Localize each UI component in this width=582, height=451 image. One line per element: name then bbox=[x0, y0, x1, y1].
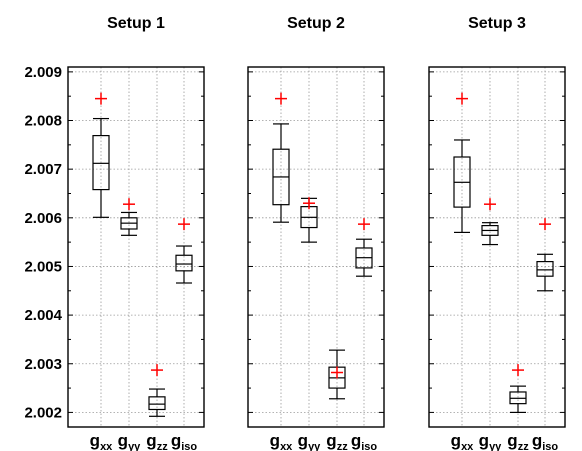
x-tick-label-xx: gxx bbox=[451, 431, 475, 451]
x-tick-sub: iso bbox=[181, 441, 197, 451]
x-tick-main: g bbox=[90, 431, 100, 450]
y-tick-label: 2.002 bbox=[24, 404, 62, 421]
box-yy bbox=[120, 198, 138, 236]
x-tick-label-xx: gxx bbox=[270, 431, 294, 451]
box-iso bbox=[536, 218, 554, 292]
reference-plus-marker bbox=[303, 197, 315, 210]
x-tick-label-iso: giso bbox=[351, 431, 378, 451]
x-tick-sub: yy bbox=[128, 441, 141, 451]
x-tick-sub: yy bbox=[489, 441, 502, 451]
y-tick-label: 2.004 bbox=[24, 307, 62, 324]
box-iqr bbox=[148, 396, 166, 411]
reference-plus-marker bbox=[539, 218, 551, 231]
reference-plus-marker bbox=[178, 218, 190, 231]
x-tick-main: g bbox=[298, 431, 308, 450]
box-iso bbox=[355, 218, 373, 277]
x-tick-sub: zz bbox=[518, 441, 530, 451]
x-tick-sub: zz bbox=[337, 441, 349, 451]
plot-frame bbox=[247, 66, 385, 428]
x-tick-sub: xx bbox=[100, 441, 113, 451]
y-tick-label: 2.009 bbox=[24, 64, 62, 81]
y-tick-label: 2.008 bbox=[24, 113, 62, 130]
x-tick-main: g bbox=[146, 431, 156, 450]
panel-title: Setup 3 bbox=[468, 15, 526, 32]
x-tick-label-yy: gyy bbox=[298, 431, 322, 451]
x-tick-main: g bbox=[171, 431, 181, 450]
y-tick-label: 2.005 bbox=[24, 258, 62, 275]
x-tick-label-yy: gyy bbox=[118, 431, 142, 451]
plot-frame bbox=[67, 66, 205, 428]
x-tick-main: g bbox=[118, 431, 128, 450]
x-tick-label-iso: giso bbox=[171, 431, 198, 451]
box-zz bbox=[328, 349, 346, 400]
panel-title: Setup 1 bbox=[107, 15, 165, 32]
x-tick-main: g bbox=[479, 431, 489, 450]
x-tick-main: g bbox=[351, 431, 361, 450]
panel-title: Setup 2 bbox=[287, 15, 345, 32]
x-tick-sub: iso bbox=[361, 441, 377, 451]
reference-plus-marker bbox=[95, 92, 107, 105]
reference-plus-marker bbox=[484, 198, 496, 211]
x-tick-main: g bbox=[507, 431, 517, 450]
x-tick-label-zz: gzz bbox=[326, 431, 348, 451]
x-tick-sub: zz bbox=[157, 441, 169, 451]
reference-plus-marker bbox=[275, 92, 287, 105]
x-tick-label-zz: gzz bbox=[146, 431, 168, 451]
x-tick-main: g bbox=[270, 431, 280, 450]
box-yy bbox=[481, 198, 499, 246]
box-zz bbox=[148, 364, 166, 417]
box-iqr bbox=[175, 254, 193, 272]
reference-plus-marker bbox=[456, 92, 468, 105]
x-tick-label-xx: gxx bbox=[90, 431, 114, 451]
x-tick-main: g bbox=[326, 431, 336, 450]
reference-plus-marker bbox=[512, 364, 524, 377]
x-tick-sub: yy bbox=[308, 441, 321, 451]
box-iqr bbox=[536, 260, 554, 277]
panel-setup-1: Setup 1 2.002 2.003 2.004 2.005 2.006 2.007 2.0… bbox=[24, 15, 205, 451]
x-tick-sub: xx bbox=[461, 441, 474, 451]
box-xx bbox=[92, 92, 110, 218]
box-xx bbox=[272, 92, 290, 223]
x-tick-label-iso: giso bbox=[532, 431, 559, 451]
x-tick-label-zz: gzz bbox=[507, 431, 529, 451]
x-tick-sub: iso bbox=[542, 441, 558, 451]
box-xx bbox=[453, 92, 471, 234]
box-yy bbox=[300, 197, 318, 243]
x-tick-main: g bbox=[532, 431, 542, 450]
reference-plus-marker bbox=[358, 218, 370, 231]
y-tick-label: 2.007 bbox=[24, 161, 62, 178]
reference-plus-marker bbox=[151, 364, 163, 377]
reference-plus-marker bbox=[331, 366, 343, 379]
plot-frame bbox=[428, 66, 566, 428]
x-tick-label-yy: gyy bbox=[479, 431, 503, 451]
box-iqr bbox=[92, 134, 110, 191]
x-tick-sub: xx bbox=[280, 441, 293, 451]
reference-plus-marker bbox=[123, 198, 135, 211]
x-tick-main: g bbox=[451, 431, 461, 450]
y-tick-label: 2.003 bbox=[24, 356, 62, 373]
box-zz bbox=[509, 364, 527, 414]
y-tick-label: 2.006 bbox=[24, 210, 62, 227]
box-iso bbox=[175, 218, 193, 284]
